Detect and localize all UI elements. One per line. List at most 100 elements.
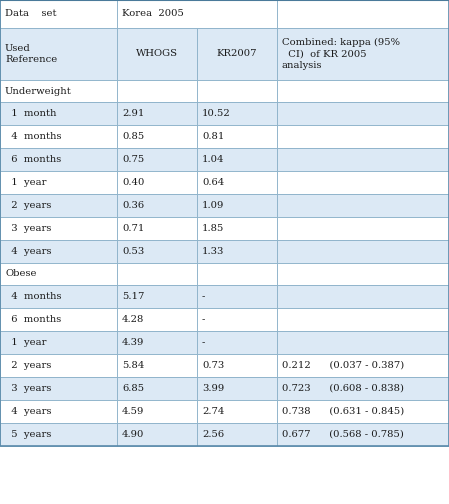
Bar xyxy=(0,0,117,28)
Text: 4  years: 4 years xyxy=(5,407,52,416)
Text: Korea  2005: Korea 2005 xyxy=(122,10,184,19)
Text: 3  years: 3 years xyxy=(5,224,51,233)
Text: 2.56: 2.56 xyxy=(202,430,224,439)
Text: 0.53: 0.53 xyxy=(122,247,144,256)
Bar xyxy=(277,263,449,285)
Bar xyxy=(0,194,117,217)
Bar xyxy=(0,0,449,446)
Text: 1  year: 1 year xyxy=(5,178,47,187)
Bar xyxy=(0,377,117,400)
Bar xyxy=(197,194,277,217)
Bar xyxy=(197,28,277,80)
Bar xyxy=(117,240,197,263)
Text: 1.09: 1.09 xyxy=(202,201,224,210)
Bar xyxy=(117,285,197,308)
Bar xyxy=(117,28,197,80)
Bar xyxy=(277,285,449,308)
Text: 6.85: 6.85 xyxy=(122,384,144,393)
Bar xyxy=(0,171,117,194)
Bar xyxy=(277,80,449,102)
Text: 0.677      (0.568 - 0.785): 0.677 (0.568 - 0.785) xyxy=(282,430,404,439)
Text: 4  months: 4 months xyxy=(5,292,62,301)
Bar xyxy=(277,148,449,171)
Text: 3  years: 3 years xyxy=(5,384,51,393)
Bar xyxy=(277,194,449,217)
Text: Data    set: Data set xyxy=(5,10,57,19)
Bar xyxy=(0,148,117,171)
Text: 1.33: 1.33 xyxy=(202,247,224,256)
Text: 5.17: 5.17 xyxy=(122,292,145,301)
Bar xyxy=(0,354,117,377)
Text: 2  years: 2 years xyxy=(5,361,51,370)
Text: 4  months: 4 months xyxy=(5,132,62,141)
Bar xyxy=(0,102,117,125)
Bar xyxy=(117,331,197,354)
Bar xyxy=(197,148,277,171)
Text: 1  year: 1 year xyxy=(5,338,47,347)
Text: WHOGS: WHOGS xyxy=(136,49,178,58)
Text: 0.81: 0.81 xyxy=(202,132,224,141)
Bar xyxy=(197,240,277,263)
Text: 0.71: 0.71 xyxy=(122,224,145,233)
Bar xyxy=(117,80,197,102)
Bar xyxy=(277,217,449,240)
Bar xyxy=(117,217,197,240)
Text: Combined: kappa (95%
  CI)  of KR 2005
analysis: Combined: kappa (95% CI) of KR 2005 anal… xyxy=(282,38,400,70)
Bar xyxy=(117,0,277,28)
Bar xyxy=(277,423,449,446)
Text: 4.28: 4.28 xyxy=(122,315,145,324)
Bar xyxy=(0,80,117,102)
Text: 0.40: 0.40 xyxy=(122,178,145,187)
Text: 2.91: 2.91 xyxy=(122,109,145,118)
Text: 2  years: 2 years xyxy=(5,201,51,210)
Text: -: - xyxy=(202,315,205,324)
Bar xyxy=(117,148,197,171)
Bar xyxy=(117,263,197,285)
Bar xyxy=(0,331,117,354)
Bar xyxy=(277,308,449,331)
Bar xyxy=(277,354,449,377)
Bar xyxy=(277,400,449,423)
Bar xyxy=(0,400,117,423)
Text: KR2007: KR2007 xyxy=(217,49,257,58)
Bar xyxy=(277,125,449,148)
Text: 10.52: 10.52 xyxy=(202,109,231,118)
Bar xyxy=(117,308,197,331)
Text: 0.64: 0.64 xyxy=(202,178,224,187)
Bar xyxy=(197,102,277,125)
Text: 6  months: 6 months xyxy=(5,315,61,324)
Bar xyxy=(197,125,277,148)
Text: Underweight: Underweight xyxy=(5,87,72,95)
Bar xyxy=(117,102,197,125)
Text: 4.90: 4.90 xyxy=(122,430,145,439)
Bar xyxy=(277,377,449,400)
Bar xyxy=(277,28,449,80)
Bar xyxy=(117,354,197,377)
Bar xyxy=(277,102,449,125)
Text: 6  months: 6 months xyxy=(5,155,61,164)
Bar xyxy=(0,125,117,148)
Bar xyxy=(117,194,197,217)
Text: 0.723      (0.608 - 0.838): 0.723 (0.608 - 0.838) xyxy=(282,384,404,393)
Text: 0.738      (0.631 - 0.845): 0.738 (0.631 - 0.845) xyxy=(282,407,404,416)
Bar xyxy=(0,263,117,285)
Bar xyxy=(0,423,117,446)
Bar xyxy=(0,217,117,240)
Bar xyxy=(277,0,449,28)
Text: 5.84: 5.84 xyxy=(122,361,145,370)
Text: 1.04: 1.04 xyxy=(202,155,224,164)
Bar xyxy=(197,331,277,354)
Text: -: - xyxy=(202,292,205,301)
Bar xyxy=(197,377,277,400)
Bar xyxy=(117,171,197,194)
Bar xyxy=(197,400,277,423)
Bar xyxy=(197,354,277,377)
Text: 4  years: 4 years xyxy=(5,247,52,256)
Bar xyxy=(0,240,117,263)
Bar xyxy=(277,171,449,194)
Bar xyxy=(277,331,449,354)
Text: 0.85: 0.85 xyxy=(122,132,144,141)
Bar xyxy=(197,308,277,331)
Text: 4.39: 4.39 xyxy=(122,338,145,347)
Bar xyxy=(0,285,117,308)
